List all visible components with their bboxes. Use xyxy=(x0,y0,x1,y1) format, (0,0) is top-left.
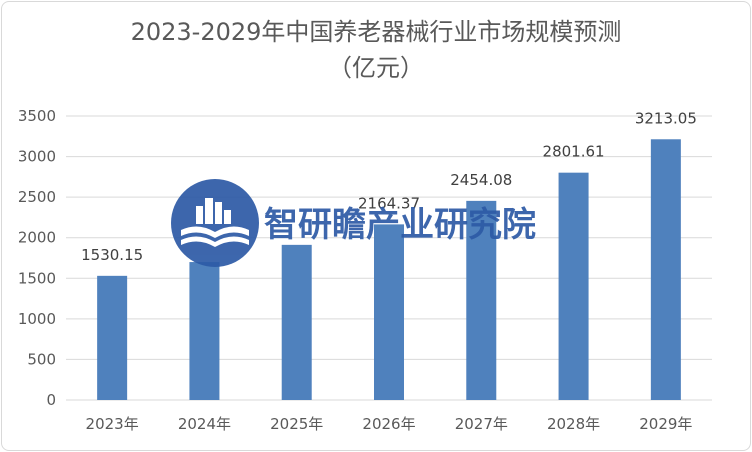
watermark-text: 智研瞻产业研究院 xyxy=(264,205,536,245)
x-tick-label: 2027年 xyxy=(455,415,508,433)
data-label: 2801.61 xyxy=(543,143,605,161)
bars xyxy=(97,139,681,400)
x-tick-label: 2028年 xyxy=(547,415,600,433)
y-tick-label: 1500 xyxy=(18,269,56,287)
bar xyxy=(650,139,681,400)
y-tick-label: 3000 xyxy=(18,148,56,166)
y-axis: 0 500 1000 1500 2000 2500 3000 3500 xyxy=(18,107,56,409)
y-tick-label: 500 xyxy=(27,350,56,368)
y-tick-label: 0 xyxy=(46,391,56,409)
chart-title: 2023-2029年中国养老器械行业市场规模预测 xyxy=(130,18,622,46)
data-label: 3213.05 xyxy=(635,109,697,127)
y-tick-label: 2000 xyxy=(18,229,56,247)
y-tick-label: 2500 xyxy=(18,188,56,206)
watermark: 智研瞻产业研究院 xyxy=(171,179,536,267)
x-tick-label: 2023年 xyxy=(86,415,139,433)
data-label: 2164.37 xyxy=(358,194,420,212)
bar xyxy=(558,172,589,400)
bar xyxy=(374,224,404,400)
data-labels: 1530.15 2164.37 2454.08 2801.61 3213.05 xyxy=(81,109,697,264)
data-label: 1530.15 xyxy=(81,246,143,264)
x-tick-label: 2024年 xyxy=(178,415,231,433)
x-tick-label: 2025年 xyxy=(270,415,323,433)
city-book-logo-icon xyxy=(171,179,259,267)
bar xyxy=(97,275,128,400)
y-tick-label: 1000 xyxy=(18,310,56,328)
data-label: 2454.08 xyxy=(450,171,512,189)
chart-subtitle: （亿元） xyxy=(328,54,424,82)
y-tick-label: 3500 xyxy=(18,107,56,125)
x-tick-label: 2026年 xyxy=(362,415,415,433)
bar xyxy=(281,244,312,400)
x-tick-label: 2029年 xyxy=(639,415,692,433)
x-axis: 2023年 2024年 2025年 2026年 2027年 2028年 2029年 xyxy=(86,415,693,433)
bar xyxy=(189,262,220,400)
bar xyxy=(466,200,497,400)
